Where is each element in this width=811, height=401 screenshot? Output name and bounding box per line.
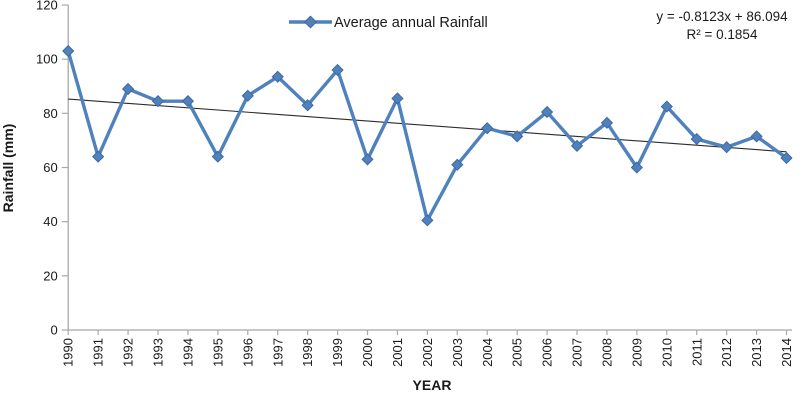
- x-axis-tick-label: 1991: [91, 338, 106, 367]
- data-point-2001: [391, 92, 404, 105]
- x-axis-tick-label: 2002: [420, 338, 435, 367]
- data-point-2009: [630, 161, 643, 174]
- x-axis-tick-label: 1990: [61, 338, 76, 367]
- trendline-annotation: y = -0.8123x + 86.094 R² = 0.1854: [656, 9, 788, 42]
- y-axis-tick-label: 80: [43, 106, 57, 121]
- data-point-1990: [62, 44, 75, 58]
- x-axis-tick-label: 2011: [689, 338, 704, 366]
- x-axis-tick-label: 2008: [599, 338, 614, 367]
- x-axis-tick-label: 1998: [300, 338, 315, 367]
- data-point-2014: [780, 151, 793, 165]
- y-axis-tick-label: 60: [43, 160, 57, 175]
- data-point-1998: [301, 99, 314, 112]
- data-point-2002: [421, 214, 434, 227]
- x-axis-tick-label: 1997: [270, 338, 285, 367]
- y-axis-tick-label: 40: [43, 214, 57, 229]
- trendline-group: [68, 98, 787, 153]
- x-axis-tick-label: 1995: [210, 338, 225, 367]
- y-axis-tick-label: 0: [50, 323, 57, 338]
- data-point-2006: [540, 105, 554, 119]
- x-axis-tick-label: 2004: [480, 338, 495, 367]
- data-point-2007: [570, 139, 584, 152]
- x-axis-tick-label: 2007: [570, 338, 585, 367]
- data-point-1991: [92, 150, 105, 163]
- data-point-2003: [451, 158, 464, 171]
- y-axis-tick-label: 20: [43, 268, 57, 283]
- x-axis-tick-label: 2010: [659, 338, 674, 367]
- data-point-2008: [600, 116, 614, 129]
- legend-label: Average annual Rainfall: [334, 15, 488, 31]
- y-axis-title: Rainfall (mm): [0, 124, 16, 213]
- x-axis-tick-label: 2000: [360, 338, 375, 367]
- x-axis-tick-label: 1996: [240, 338, 255, 367]
- y-axis-tick-label: 120: [36, 0, 58, 13]
- x-axis-tick-label: 2013: [749, 338, 764, 367]
- legend-diamond-marker: [303, 15, 318, 29]
- x-axis-tick-label: 2014: [779, 338, 794, 367]
- data-point-2013: [750, 130, 763, 143]
- data-point-2005: [511, 130, 524, 143]
- data-point-1997: [271, 70, 284, 83]
- rainfall-line: [66, 49, 789, 223]
- data-point-2012: [720, 141, 733, 154]
- x-axis-tick-label: 1994: [180, 338, 195, 367]
- x-axis-tick-label: 2012: [719, 338, 734, 367]
- x-axis-tick-label: 2009: [629, 338, 644, 367]
- x-axis-title: YEAR: [413, 377, 452, 393]
- trendline-equation: y = -0.8123x + 86.094: [656, 9, 788, 24]
- x-axis-tick-label: 1993: [151, 338, 166, 367]
- legend: Average annual Rainfall: [289, 15, 488, 31]
- data-point-1993: [151, 95, 165, 108]
- data-point-2010: [660, 100, 673, 113]
- x-axis-tick-label: 1999: [330, 338, 345, 367]
- data-point-1995: [211, 150, 224, 163]
- x-axis-tick-label: 2005: [510, 338, 525, 367]
- x-axis-tick-label: 2006: [540, 338, 555, 367]
- x-axis-tick-label: 1992: [121, 338, 136, 367]
- data-point-2011: [690, 132, 703, 146]
- x-axis-tick-label: 2003: [450, 338, 465, 367]
- data-point-2000: [361, 153, 374, 166]
- y-axis-tick-label: 100: [36, 52, 58, 67]
- data-point-1999: [331, 63, 344, 77]
- data-point-1994: [181, 95, 195, 108]
- axes: 0 20 40 60 80 100 120 1990 1991 1992 1993 1994 1995 1…: [36, 0, 794, 367]
- data-point-1996: [241, 89, 254, 102]
- data-point-2004: [481, 122, 494, 135]
- series-group: [62, 44, 793, 227]
- x-axis-tick-label: 2001: [390, 338, 405, 367]
- linear-trendline: [68, 98, 787, 153]
- trendline-r-squared: R² = 0.1854: [687, 27, 758, 42]
- data-point-1992: [121, 82, 135, 96]
